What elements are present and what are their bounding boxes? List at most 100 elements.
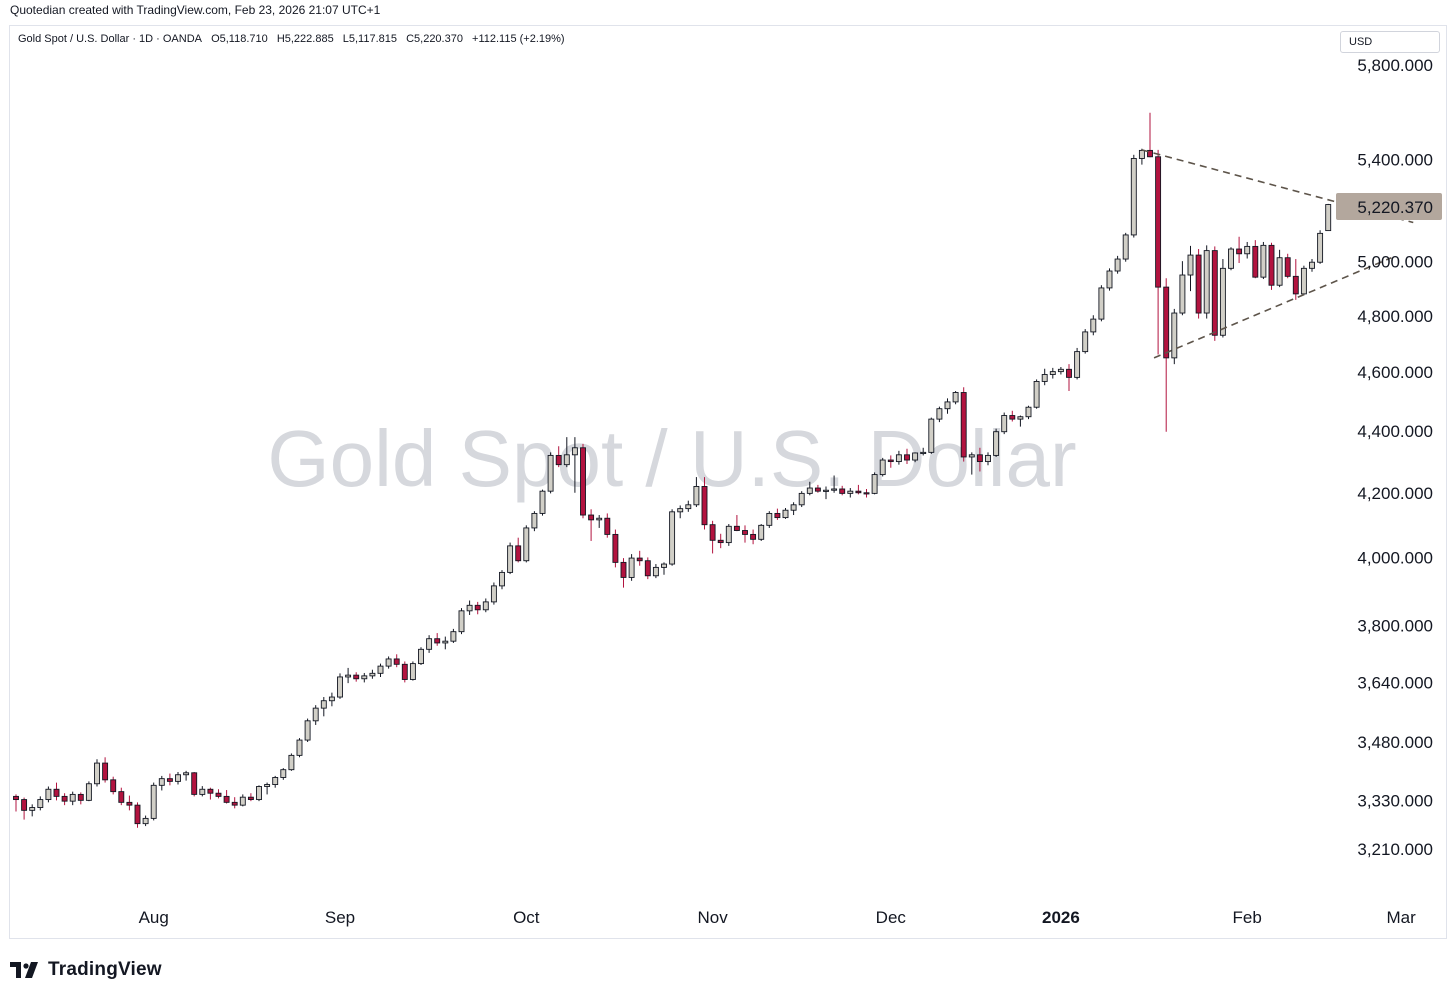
candle bbox=[1284, 253, 1291, 279]
y-tick-label: 4,400.000 bbox=[1357, 422, 1433, 441]
candle-body bbox=[1163, 286, 1170, 359]
candle-body bbox=[701, 486, 708, 526]
candle bbox=[1106, 268, 1113, 291]
candle bbox=[612, 529, 619, 568]
candle bbox=[1098, 285, 1105, 322]
candle-body bbox=[215, 792, 222, 797]
candle bbox=[166, 773, 173, 786]
candle bbox=[1179, 261, 1186, 316]
candle bbox=[353, 672, 360, 682]
candle-body bbox=[644, 560, 651, 577]
legend-change: +112.115 (+2.19%) bbox=[472, 33, 565, 45]
candle-body bbox=[1147, 149, 1153, 158]
candle-body bbox=[612, 533, 619, 563]
candle bbox=[126, 795, 133, 811]
candle bbox=[571, 437, 578, 493]
candle bbox=[304, 718, 311, 742]
candle bbox=[1082, 329, 1089, 354]
candle bbox=[652, 564, 659, 579]
candle-body bbox=[175, 774, 181, 782]
candle-body bbox=[29, 807, 36, 811]
candle bbox=[596, 515, 603, 528]
candle-body bbox=[1025, 406, 1032, 418]
candle bbox=[693, 477, 700, 508]
tradingview-wordmark: TradingView bbox=[48, 959, 162, 980]
candle-body bbox=[361, 675, 368, 680]
candle-body bbox=[409, 663, 416, 680]
candle bbox=[1066, 364, 1072, 392]
candle-body bbox=[442, 640, 449, 644]
candle-body bbox=[1074, 351, 1081, 378]
candle bbox=[264, 782, 271, 795]
candle bbox=[887, 455, 894, 468]
candle bbox=[904, 448, 910, 465]
candle-body bbox=[1138, 149, 1145, 159]
candle bbox=[644, 557, 651, 580]
candle-body bbox=[158, 778, 165, 786]
candle bbox=[895, 450, 902, 465]
candle-body bbox=[1098, 287, 1105, 320]
candle bbox=[1260, 241, 1267, 280]
candle bbox=[806, 481, 813, 496]
candle-body bbox=[458, 610, 465, 633]
candle bbox=[29, 804, 36, 817]
candle-body bbox=[199, 788, 206, 795]
candle-body bbox=[742, 530, 748, 535]
y-tick-label: 3,480.000 bbox=[1357, 733, 1433, 752]
y-tick-label: 4,000.000 bbox=[1357, 548, 1433, 567]
candle bbox=[847, 488, 854, 498]
candle-body bbox=[758, 524, 765, 540]
chart-frame bbox=[9, 25, 1447, 939]
candle-body bbox=[37, 799, 44, 808]
candle bbox=[661, 562, 667, 575]
tradingview-logo[interactable]: TradingView bbox=[10, 958, 162, 982]
candle bbox=[490, 582, 497, 605]
candle bbox=[1317, 230, 1324, 264]
candle-body bbox=[652, 566, 659, 577]
candle-body bbox=[1219, 267, 1226, 336]
candle-body bbox=[1187, 254, 1194, 276]
candle-body bbox=[823, 489, 829, 492]
candle-body bbox=[1317, 232, 1324, 263]
candle bbox=[207, 787, 214, 800]
candle-body bbox=[507, 545, 514, 573]
candle bbox=[774, 508, 781, 520]
candle bbox=[434, 633, 441, 646]
candle bbox=[401, 661, 408, 683]
candle bbox=[790, 502, 797, 516]
candle-body bbox=[563, 454, 570, 466]
candle bbox=[993, 428, 1000, 457]
candle bbox=[1252, 240, 1259, 279]
candle-body bbox=[750, 533, 757, 540]
x-tick-label: Mar bbox=[1386, 908, 1416, 927]
candle-body bbox=[1309, 261, 1315, 269]
lower-trendline[interactable] bbox=[1153, 256, 1392, 359]
candle-body bbox=[353, 674, 360, 680]
candle bbox=[142, 815, 149, 827]
tradingview-logo-icon bbox=[10, 962, 38, 978]
candle bbox=[1325, 203, 1332, 232]
candle bbox=[1009, 410, 1016, 422]
symbol-watermark: Gold Spot / U.S. Dollar bbox=[267, 414, 1076, 503]
candle bbox=[976, 447, 983, 472]
candle bbox=[296, 738, 303, 758]
candle-body bbox=[960, 392, 967, 458]
candle bbox=[256, 785, 262, 802]
candle-body bbox=[1041, 374, 1048, 382]
currency-selector[interactable]: USD bbox=[1340, 31, 1440, 53]
candle-body bbox=[1228, 248, 1234, 269]
candles-layer bbox=[13, 112, 1332, 828]
y-tick-label: 3,330.000 bbox=[1357, 791, 1433, 810]
candle bbox=[1147, 112, 1153, 158]
candle bbox=[766, 511, 773, 528]
candle bbox=[1057, 367, 1064, 375]
candle-body bbox=[118, 791, 125, 803]
candle bbox=[580, 443, 586, 519]
candle-body bbox=[61, 795, 68, 802]
candle-body bbox=[879, 459, 886, 476]
time-axis: Aug Sep Oct Nov Dec 2026 Feb Mar bbox=[139, 908, 1417, 927]
candle bbox=[272, 775, 279, 788]
y-tick-label: 4,800.000 bbox=[1357, 307, 1433, 326]
candle-body bbox=[1244, 245, 1251, 255]
